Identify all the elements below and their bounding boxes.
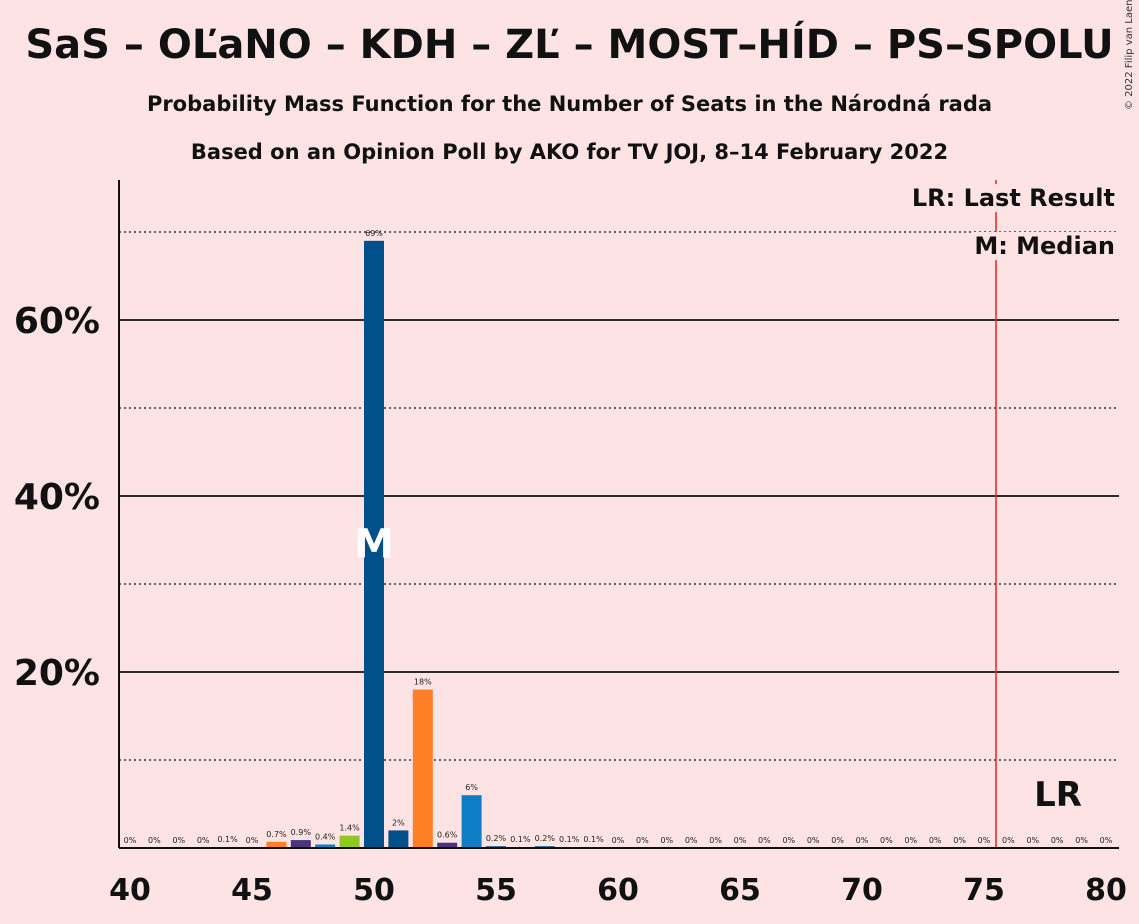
bar-value-label: 0% (929, 836, 942, 845)
bar-seat-54 (461, 795, 482, 848)
bar-value-label: 0.7% (266, 830, 287, 839)
x-tick-label: 45 (231, 873, 273, 908)
bar-value-label: 0.1% (510, 835, 531, 844)
bar-value-label: 0% (831, 836, 844, 845)
bar-value-label: 0% (782, 836, 795, 845)
x-tick-label: 65 (719, 873, 761, 908)
legend-last-result: LR: Last Result (909, 184, 1117, 212)
bar-seat-49 (339, 835, 360, 848)
y-tick-label: 20% (14, 653, 100, 694)
last-result-marker: LR (1034, 775, 1082, 815)
bar-value-label: 0.6% (437, 831, 458, 840)
bar-seat-46 (266, 841, 287, 848)
bar-value-label: 0.1% (217, 835, 238, 844)
bar-value-label: 0% (197, 836, 210, 845)
x-tick-label: 50 (353, 873, 395, 908)
bar-value-label: 0% (1075, 836, 1088, 845)
bar-value-label: 0.2% (535, 834, 556, 843)
bar-value-label: 0% (856, 836, 869, 845)
bar-seat-50 (364, 240, 384, 849)
bar-value-label: 0% (1026, 836, 1039, 845)
chart-subtitle: Probability Mass Function for the Number… (146, 92, 993, 116)
bar-value-label: 0% (124, 836, 137, 845)
bar-seat-47 (290, 840, 311, 848)
median-marker: M (354, 522, 394, 568)
y-tick-label: 40% (14, 477, 100, 518)
x-tick-label: 75 (963, 873, 1005, 908)
bar-value-label: 0% (709, 836, 722, 845)
y-tick-label: 60% (14, 301, 100, 342)
bar-value-label: 0% (1002, 836, 1015, 845)
bar-value-label: 6% (465, 783, 478, 792)
chart-source: Based on an Opinion Poll by AKO for TV J… (190, 140, 949, 164)
bar-value-label: 0% (148, 836, 161, 845)
bar-value-label: 0% (685, 836, 698, 845)
bar-value-label: 0% (246, 836, 259, 845)
bar-value-label: 69% (365, 229, 383, 238)
chart-title: SaS – OĽaNO – KDH – ZĽ – MOST–HÍD – PS–S… (25, 22, 1114, 68)
bar-value-label: 0.1% (583, 835, 604, 844)
bar-value-label: 2% (392, 818, 405, 827)
x-tick-label: 70 (841, 873, 883, 908)
bar-value-label: 0% (758, 836, 771, 845)
bar-value-label: 0.1% (559, 835, 580, 844)
bar-value-label: 0% (172, 836, 185, 845)
bar-value-label: 0% (807, 836, 820, 845)
bar-value-label: 0% (880, 836, 893, 845)
x-tick-label: 60 (597, 873, 639, 908)
bar-seat-48 (315, 844, 336, 848)
x-tick-label: 55 (475, 873, 517, 908)
x-tick-label: 80 (1085, 873, 1127, 908)
bar-value-label: 18% (414, 678, 432, 687)
bar-value-label: 0% (734, 836, 747, 845)
bar-value-label: 0.2% (486, 834, 507, 843)
bar-seat-52 (412, 689, 433, 848)
bar-seat-53 (437, 842, 458, 848)
bar-value-label: 0% (1100, 836, 1113, 845)
bar-value-label: 0% (978, 836, 991, 845)
bar-value-label: 0% (953, 836, 966, 845)
bar-value-label: 0% (904, 836, 917, 845)
x-tick-label: 40 (109, 873, 151, 908)
bar-value-label: 0% (1051, 836, 1064, 845)
bar-value-label: 0% (660, 836, 673, 845)
bar-value-label: 1.4% (339, 824, 360, 833)
bar-value-label: 0% (636, 836, 649, 845)
legend-median: M: Median (972, 232, 1117, 260)
bar-value-label: 0.9% (291, 828, 312, 837)
bar-seat-51 (388, 830, 409, 848)
bar-value-label: 0.4% (315, 832, 336, 841)
bar-value-label: 0% (612, 836, 625, 845)
